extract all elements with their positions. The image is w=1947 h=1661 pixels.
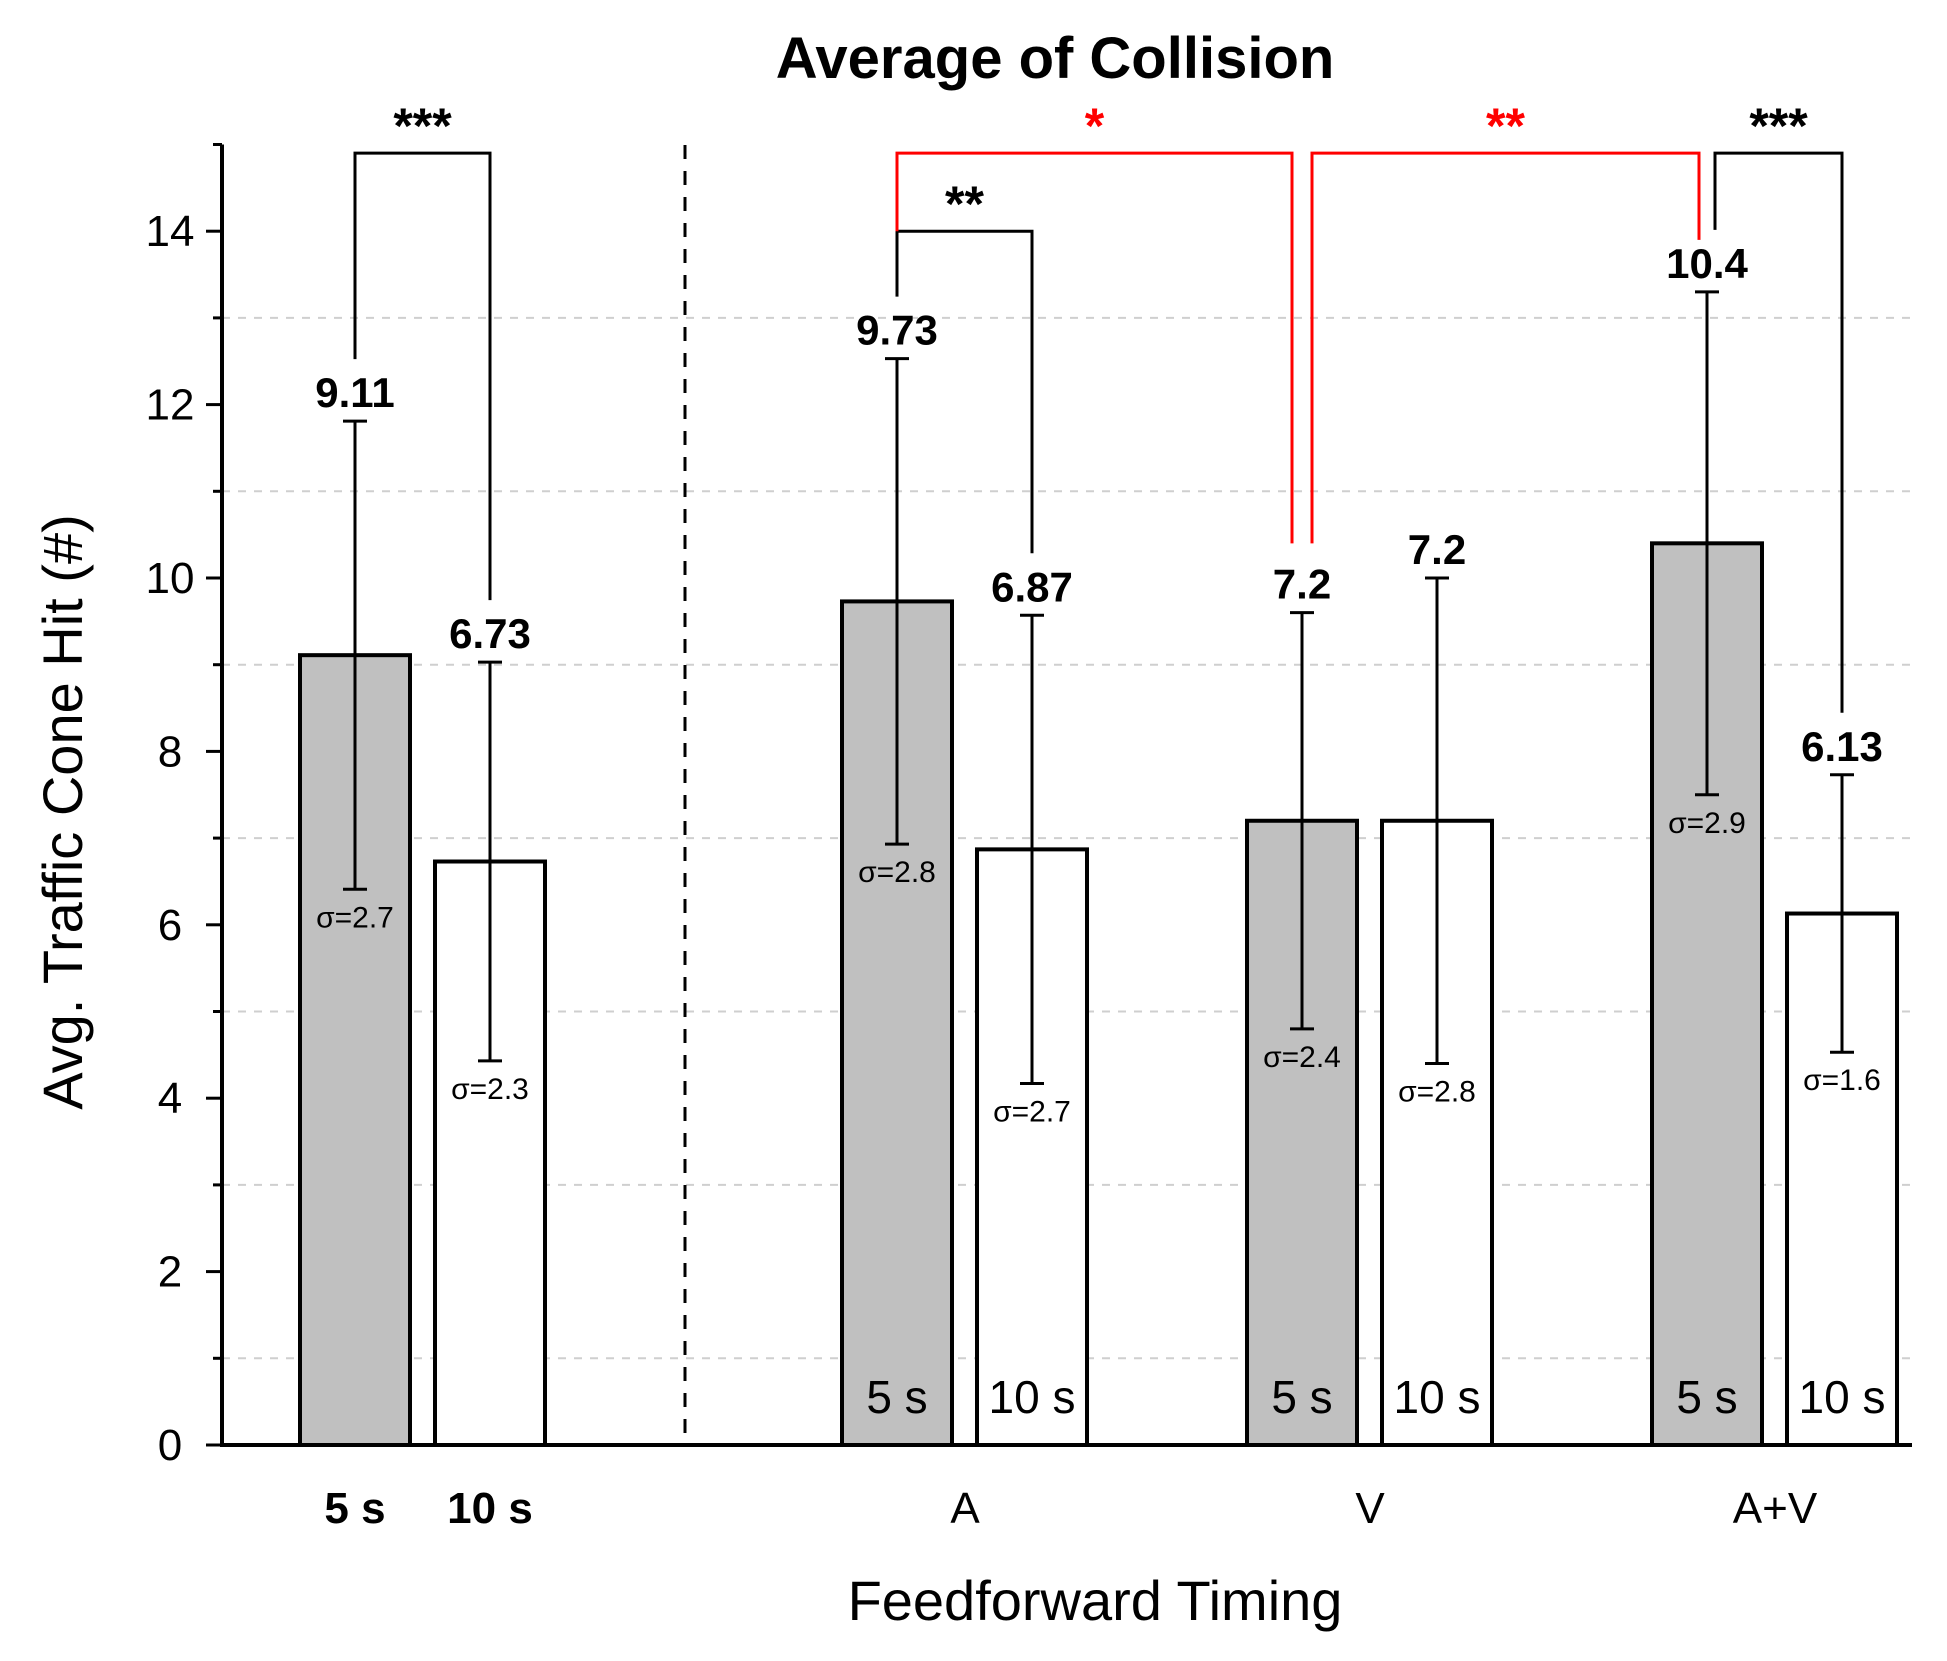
significance-bracket: [353, 151, 492, 601]
value-label: 6.87: [991, 563, 1073, 610]
in-bar-timing-labels: 5 s 10 s 5 s 10 s 5 s 10 s: [866, 1371, 1885, 1423]
x-tick-label-timing: 5 s: [324, 1484, 385, 1533]
sigma-label: σ=2.8: [1398, 1076, 1476, 1109]
value-labels: 9.11 6.73 9.73 6.87 7.2 7.2 10.4 6.13: [315, 240, 1883, 770]
y-tick-label: 4: [158, 1074, 182, 1123]
error-bars: [343, 290, 1854, 1085]
significance-stars: **: [1486, 98, 1525, 154]
y-tick-labels: 0 2 4 6 8 10 12 14: [146, 207, 195, 1470]
y-tick-label: 6: [158, 901, 182, 950]
sigma-label: σ=2.9: [1668, 807, 1746, 840]
sigma-label: σ=2.3: [451, 1073, 529, 1106]
significance-brackets: ********* **: [353, 98, 1844, 713]
value-label: 6.73: [449, 610, 531, 657]
significance-bracket: [895, 151, 1294, 544]
significance-bracket: [895, 229, 1034, 554]
in-bar-timing-label: 5 s: [866, 1371, 927, 1423]
chart-title: Average of Collision: [776, 26, 1335, 91]
x-axis-label: Feedforward Timing: [848, 1569, 1343, 1632]
x-tick-label-group: A+V: [1733, 1484, 1818, 1533]
value-label: 9.73: [856, 307, 938, 354]
axes: [206, 143, 1912, 1447]
significance-stars: ***: [393, 98, 452, 154]
sigma-label: σ=1.6: [1803, 1064, 1881, 1097]
significance-stars: *: [1085, 98, 1105, 154]
x-tick-label-timing: 10 s: [447, 1484, 533, 1533]
value-label: 7.2: [1408, 526, 1466, 573]
value-label: 10.4: [1666, 240, 1748, 287]
significance-bracket: [1713, 151, 1844, 713]
bars: [298, 541, 1899, 1447]
x-tick-label-group: V: [1355, 1484, 1385, 1533]
grid-lines: [222, 316, 1912, 1360]
in-bar-timing-label: 5 s: [1676, 1371, 1737, 1423]
sigma-label: σ=2.8: [858, 856, 936, 889]
y-tick-label: 14: [146, 207, 195, 256]
significance-stars: ***: [1749, 98, 1808, 154]
y-tick-label: 10: [146, 554, 195, 603]
x-tick-labels: 5 s 10 s A V A+V: [324, 1484, 1817, 1533]
significance-stars: **: [945, 176, 984, 232]
sigma-label: σ=2.4: [1263, 1041, 1341, 1074]
sigma-label: σ=2.7: [316, 901, 394, 934]
significance-bracket: [1310, 151, 1701, 544]
sigma-label: σ=2.7: [993, 1095, 1071, 1128]
value-label: 9.11: [315, 369, 394, 416]
in-bar-timing-label: 10 s: [1394, 1371, 1481, 1423]
y-tick-label: 8: [158, 727, 182, 776]
y-axis-label: Avg. Traffic Cone Hit (#): [31, 514, 94, 1110]
y-tick-label: 0: [158, 1421, 182, 1470]
y-tick-label: 12: [146, 381, 195, 430]
y-tick-label: 2: [158, 1248, 182, 1297]
value-label: 6.13: [1801, 723, 1883, 770]
sigma-labels: σ=2.7 σ=2.3 σ=2.8 σ=2.7 σ=2.4 σ=2.8 σ=2.9 σ=1.6: [316, 807, 1881, 1129]
value-label: 7.2: [1273, 561, 1331, 608]
in-bar-timing-label: 5 s: [1271, 1371, 1332, 1423]
in-bar-timing-label: 10 s: [1799, 1371, 1886, 1423]
x-tick-label-group: A: [950, 1484, 980, 1533]
in-bar-timing-label: 10 s: [989, 1371, 1076, 1423]
